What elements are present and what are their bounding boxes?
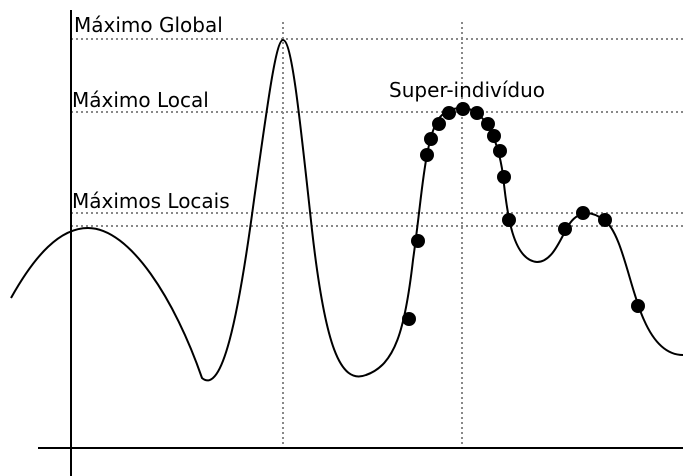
individual-dot (442, 106, 456, 120)
individual-dot (493, 144, 507, 158)
local-maxima-label: Máximos Locais (72, 189, 230, 213)
individual-dot (558, 222, 572, 236)
individual-dot (502, 213, 516, 227)
individual-dot (420, 148, 434, 162)
individual-dot (487, 129, 501, 143)
individual-dot (598, 213, 612, 227)
individual-dot (576, 206, 590, 220)
super-individual-dot (456, 102, 470, 116)
guide-lines (71, 22, 683, 448)
super-individual-label: Super-indivíduo (389, 78, 545, 102)
individual-dot (432, 117, 446, 131)
axes (38, 10, 683, 476)
local-max-label: Máximo Local (72, 88, 209, 112)
individual-dot (470, 106, 484, 120)
individual-dot (402, 312, 416, 326)
individual-dot (481, 117, 495, 131)
individual-dot (497, 170, 511, 184)
individual-dot (424, 132, 438, 146)
global-max-label: Máximo Global (74, 13, 223, 37)
population-dots (402, 102, 645, 326)
individual-dot (631, 299, 645, 313)
individual-dot (411, 234, 425, 248)
